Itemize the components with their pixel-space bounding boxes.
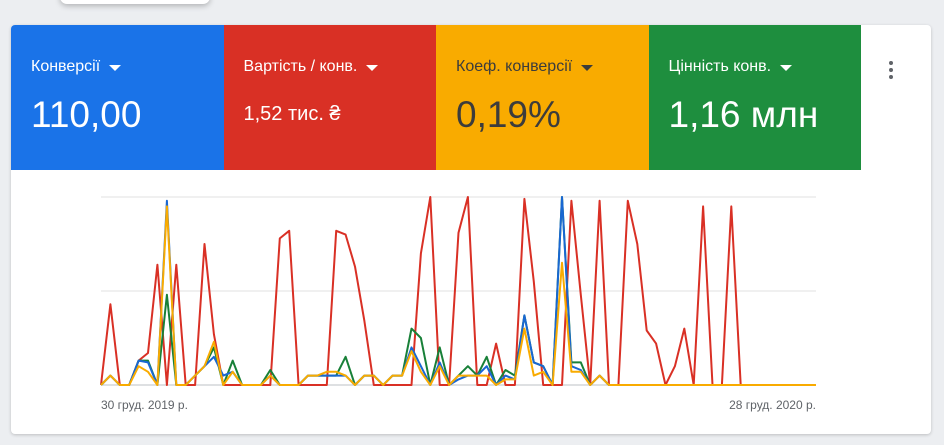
more-vert-icon <box>889 61 893 65</box>
metric-value: 1,16 млн <box>668 94 819 135</box>
x-axis-end-label: 28 груд. 2020 р. <box>729 398 816 412</box>
metric-label: Конверсії <box>31 58 224 76</box>
caret-down-icon <box>581 64 594 71</box>
metric-tile-conversion-value[interactable]: Цінність конв. 1,16 млн <box>648 25 862 170</box>
more-options-button[interactable] <box>879 55 903 85</box>
conversions-line-chart: 30 груд. 2019 р. 28 груд. 2020 р. <box>100 196 816 412</box>
previous-card-edge <box>60 0 210 4</box>
performance-card: Конверсії 110,00 Вартість / конв. 1,52 т… <box>11 25 931 434</box>
metric-value: 1,52 тис. ₴ <box>243 103 341 125</box>
metric-value: 110,00 <box>31 94 142 135</box>
chart-series <box>100 196 816 386</box>
metric-label: Вартість / конв. <box>244 58 437 76</box>
metric-label: Цінність конв. <box>669 58 862 76</box>
metric-tiles: Конверсії 110,00 Вартість / конв. 1,52 т… <box>11 25 861 170</box>
caret-down-icon <box>366 64 379 71</box>
metric-tile-conversion-rate[interactable]: Коеф. конверсії 0,19% <box>436 25 649 170</box>
metric-tile-cost-per-conversion[interactable]: Вартість / конв. 1,52 тис. ₴ <box>223 25 437 170</box>
caret-down-icon <box>109 64 122 71</box>
series-line-3 <box>100 205 816 386</box>
x-axis-start-label: 30 груд. 2019 р. <box>101 398 188 412</box>
metric-value: 0,19% <box>456 94 561 135</box>
metric-label: Коеф. конверсії <box>456 58 649 76</box>
caret-down-icon <box>780 64 793 71</box>
metric-tile-conversions[interactable]: Конверсії 110,00 <box>11 25 224 170</box>
